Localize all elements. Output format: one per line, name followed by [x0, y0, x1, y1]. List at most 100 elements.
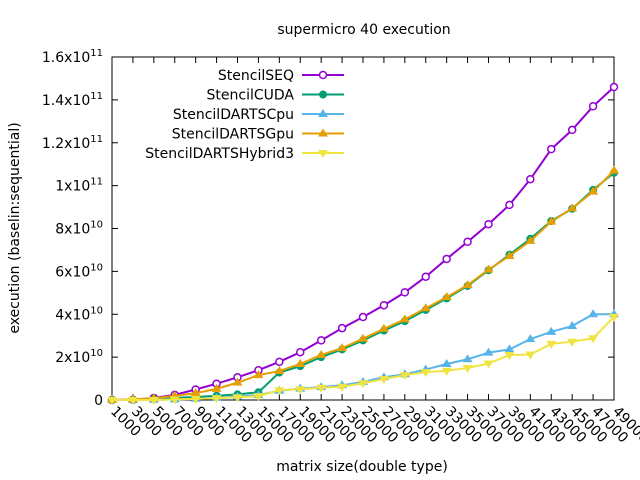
x-axis-label: matrix size(double type)	[276, 459, 448, 475]
series-StencilDARTSCpu	[107, 309, 619, 403]
y-tick-label: 1x1011	[55, 177, 103, 195]
data-point	[483, 264, 494, 273]
legend-entry: StencilDARTSHybrid3	[145, 146, 344, 162]
data-point	[441, 292, 452, 301]
data-point	[169, 396, 180, 405]
data-point	[337, 383, 348, 392]
y-tick-label: 4x1010	[55, 305, 103, 323]
y-tick-label: 8x1010	[55, 220, 103, 238]
series-layer	[107, 82, 619, 405]
data-point	[567, 321, 578, 330]
data-point	[337, 323, 347, 333]
data-point	[400, 288, 410, 297]
legend-entry: StencilDARTSCpu	[173, 107, 344, 123]
data-point	[358, 312, 368, 322]
data-point	[505, 200, 514, 210]
series-StencilDARTSGpu	[107, 165, 619, 403]
data-point	[337, 343, 348, 352]
legend-entry: StencilSEQ	[218, 68, 344, 84]
data-point	[358, 333, 368, 342]
data-point	[190, 395, 201, 404]
legend-label: StencilDARTSHybrid3	[145, 146, 294, 162]
data-point	[295, 358, 306, 367]
data-point	[441, 358, 452, 367]
y-tick-label: 1.4x1011	[42, 91, 103, 109]
data-point	[399, 372, 410, 381]
data-point	[274, 387, 285, 396]
data-point	[316, 336, 326, 345]
series-StencilDARTSHybrid3	[107, 313, 619, 405]
data-point	[525, 334, 536, 343]
data-point	[378, 375, 389, 384]
data-point	[318, 109, 328, 117]
chart-title: supermicro 40 execution	[277, 22, 450, 38]
data-point	[546, 216, 557, 225]
data-point	[484, 219, 493, 229]
data-point	[420, 303, 431, 312]
legend-entry: StencilCUDA	[207, 88, 344, 104]
data-point	[525, 235, 536, 244]
data-point	[504, 351, 515, 360]
series-line	[111, 171, 615, 401]
data-point	[420, 369, 431, 378]
data-point	[316, 349, 327, 358]
data-point	[588, 335, 599, 344]
data-point	[463, 237, 472, 247]
series-line	[111, 169, 615, 401]
legend: StencilSEQ StencilCUDA StencilDARTSCpu Sten…	[145, 68, 344, 162]
data-point	[567, 338, 578, 347]
data-point	[483, 347, 494, 356]
data-point	[399, 314, 410, 323]
data-point	[462, 280, 473, 289]
data-point	[318, 128, 328, 137]
data-point	[442, 254, 451, 264]
data-point	[547, 144, 556, 154]
data-point	[609, 313, 619, 322]
y-tick-exponent: 11	[90, 134, 103, 145]
data-point	[316, 384, 327, 393]
data-point	[275, 357, 284, 367]
data-point	[462, 364, 473, 373]
y-axis-label: execution (baselin:sequential)	[7, 122, 23, 333]
data-point	[378, 323, 389, 332]
y-tick-label: 1.2x1011	[42, 134, 103, 152]
legend-label: StencilCUDA	[207, 88, 295, 104]
y-tick-label: 0	[94, 393, 103, 409]
data-point	[609, 82, 619, 92]
y-tick-label: 1.6x1011	[42, 48, 103, 66]
data-point	[379, 300, 389, 310]
y-tick-exponent: 10	[90, 220, 103, 231]
data-point	[483, 360, 494, 369]
data-point	[421, 272, 430, 281]
data-point	[588, 102, 598, 111]
y-tick-exponent: 10	[90, 348, 103, 359]
data-point	[253, 393, 264, 402]
legend-label: StencilSEQ	[218, 68, 294, 84]
data-point	[211, 395, 222, 404]
data-point	[148, 397, 159, 405]
data-point	[253, 370, 264, 379]
y-tick-exponent: 11	[90, 177, 103, 188]
data-point	[546, 326, 557, 335]
data-point	[319, 90, 327, 99]
data-point	[318, 150, 328, 158]
data-point	[525, 351, 536, 360]
data-point	[127, 397, 138, 405]
y-tick-label: 6x1010	[55, 262, 103, 280]
data-point	[211, 383, 222, 392]
legend-entry: StencilDARTSGpu	[172, 127, 344, 143]
data-point	[107, 397, 117, 405]
data-point	[546, 340, 557, 349]
y-tick-exponent: 10	[90, 305, 103, 316]
legend-label: StencilDARTSCpu	[173, 107, 294, 123]
legend-label: StencilDARTSGpu	[172, 127, 294, 143]
data-point	[318, 70, 328, 80]
series-StencilCUDA	[108, 168, 618, 404]
data-point	[567, 203, 578, 212]
data-point	[441, 367, 452, 376]
data-point	[504, 344, 515, 353]
data-point	[274, 366, 285, 375]
data-point	[232, 394, 243, 403]
data-point	[462, 354, 473, 363]
